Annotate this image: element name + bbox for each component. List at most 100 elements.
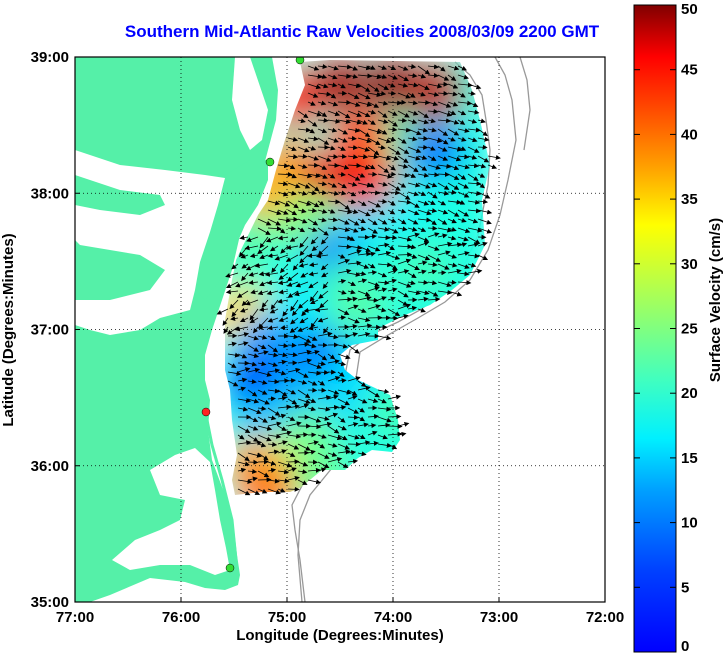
velocity-arrow <box>294 290 309 297</box>
velocity-arrow <box>367 414 380 420</box>
x-tick-label: 73:00 <box>480 609 518 626</box>
velocity-arrow <box>317 190 328 196</box>
velocity-arrow <box>467 199 481 205</box>
velocity-arrow <box>417 119 430 125</box>
velocity-arrow <box>247 434 259 442</box>
velocity-arrow <box>317 117 329 123</box>
velocity-arrow <box>447 226 457 232</box>
velocity-arrow <box>447 189 457 195</box>
velocity-arrow <box>387 254 401 260</box>
velocity-arrow <box>307 173 321 178</box>
velocity-arrow <box>277 209 289 215</box>
velocity-arrow <box>357 290 371 297</box>
velocity-arrow <box>347 395 358 400</box>
velocity-arrow <box>257 325 269 331</box>
velocity-arrow <box>231 263 239 270</box>
velocity-arrow <box>387 182 401 191</box>
velocity-arrow <box>397 252 413 258</box>
velocity-arrow <box>397 290 409 298</box>
velocity-arrow <box>357 295 372 301</box>
velocity-arrow <box>447 262 458 268</box>
velocity-arrow <box>457 182 469 189</box>
colorbar-tick-label: 20 <box>681 385 698 402</box>
velocity-arrow <box>467 208 481 214</box>
velocity-arrow <box>337 119 351 125</box>
velocity-arrow <box>377 287 388 293</box>
velocity-arrow <box>437 241 453 247</box>
velocity-arrow <box>397 155 409 164</box>
velocity-arrow <box>337 296 353 302</box>
velocity-arrow <box>367 83 380 92</box>
velocity-arrow <box>327 154 339 160</box>
velocity-arrow <box>357 209 371 217</box>
velocity-arrow <box>397 65 409 71</box>
velocity-arrow <box>299 245 309 257</box>
velocity-arrow <box>310 236 319 245</box>
velocity-arrow <box>447 155 462 162</box>
y-tick-label: 38:00 <box>31 185 69 202</box>
velocity-arrow <box>259 254 269 259</box>
velocity-arrow <box>247 335 259 341</box>
velocity-arrow <box>457 154 470 160</box>
velocity-arrow <box>357 92 371 100</box>
x-axis: 77:00 76:00 75:00 74:00 73:00 72:00 <box>56 597 624 626</box>
velocity-arrow <box>327 434 343 441</box>
velocity-arrow <box>427 191 438 199</box>
y-tick-label: 35:00 <box>31 594 69 611</box>
velocity-arrow <box>321 272 329 278</box>
velocity-arrow <box>377 155 392 161</box>
velocity-arrow <box>307 145 317 151</box>
velocity-arrow <box>287 389 297 395</box>
velocity-arrow <box>274 254 289 261</box>
velocity-arrow <box>297 358 313 364</box>
velocity-arrow <box>317 110 328 117</box>
x-tick-label: 77:00 <box>56 609 94 626</box>
velocity-arrow <box>249 253 259 259</box>
y-axis-label: Latitude (Degrees:Minutes) <box>0 233 17 426</box>
velocity-arrow <box>367 74 382 80</box>
velocity-arrow <box>287 272 299 282</box>
velocity-arrow <box>447 268 462 274</box>
velocity-arrow <box>239 235 249 241</box>
velocity-arrow <box>407 263 420 270</box>
velocity-arrow <box>307 65 320 71</box>
velocity-arrow <box>437 101 452 108</box>
velocity-arrow <box>357 332 371 337</box>
velocity-arrow <box>407 232 420 238</box>
velocity-arrow <box>299 317 309 324</box>
velocity-arrow <box>437 227 453 233</box>
velocity-arrow <box>467 190 482 196</box>
velocity-arrow <box>437 90 449 96</box>
velocity-arrow <box>267 344 279 353</box>
velocity-arrow <box>407 200 420 208</box>
velocity-arrow <box>297 118 306 124</box>
velocity-arrow <box>267 478 280 484</box>
velocity-arrow <box>317 434 327 439</box>
velocity-arrow <box>327 389 340 395</box>
velocity-arrow <box>467 90 476 96</box>
velocity-arrow <box>387 278 397 284</box>
velocity-arrow <box>289 326 299 333</box>
velocity-arrow <box>417 135 429 141</box>
velocity-arrow <box>357 407 365 413</box>
velocity-arrow <box>247 398 260 404</box>
velocity-arrow <box>417 260 428 266</box>
velocity-arrow <box>437 263 450 270</box>
velocity-arrow <box>467 253 480 259</box>
velocity-arrow <box>447 128 460 136</box>
velocity-arrow <box>367 128 383 135</box>
velocity-arrow <box>367 270 378 276</box>
colorbar-tick-label: 45 <box>681 62 698 79</box>
velocity-arrow <box>307 424 322 430</box>
velocity-arrow <box>327 74 338 80</box>
velocity-arrow <box>427 108 439 114</box>
velocity-arrow <box>407 136 418 142</box>
velocity-arrow <box>367 263 376 269</box>
velocity-arrow <box>417 91 426 97</box>
velocity-arrow <box>327 101 339 107</box>
velocity-arrow <box>237 406 249 412</box>
velocity-arrow <box>407 182 421 188</box>
velocity-arrow <box>427 101 439 107</box>
velocity-arrow <box>347 272 361 277</box>
velocity-arrow <box>337 315 347 321</box>
